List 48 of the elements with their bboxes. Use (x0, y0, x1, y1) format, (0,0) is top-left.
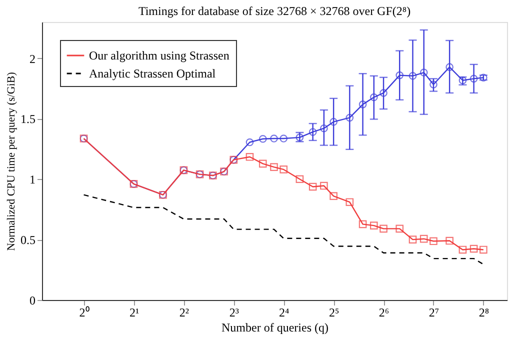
point (320, 182, 328, 190)
x-tick-label: 2² (179, 306, 190, 320)
point (408, 72, 417, 80)
point (246, 152, 254, 161)
point (470, 244, 478, 253)
y-tick-label: 0 (30, 294, 36, 308)
point (396, 71, 404, 80)
point (258, 160, 267, 168)
point (396, 224, 404, 233)
y-tick-label: 2 (30, 52, 36, 66)
point (420, 68, 428, 76)
point (370, 93, 378, 102)
x-tick-label: 2³ (229, 306, 240, 320)
x-tick-label: 2¹ (129, 306, 140, 320)
y-axis-title: Normalized CPU time per query (s/GiB) (6, 72, 18, 251)
point (346, 114, 354, 122)
point (470, 74, 478, 83)
x-tick-label: 2⁵ (328, 306, 340, 320)
point (308, 182, 317, 191)
point (258, 134, 267, 143)
legend-label: Our algorithm using Strassen (89, 48, 230, 62)
point (346, 198, 354, 206)
y-tick-label: 0.5 (20, 233, 36, 248)
point (446, 63, 454, 71)
point (296, 134, 304, 142)
point (270, 134, 278, 142)
point (408, 236, 417, 244)
chart-title: Timings for database of size 32768 × 32768 over GF(2⁸) (138, 4, 411, 18)
point (296, 175, 304, 184)
point (320, 124, 328, 132)
point (446, 236, 454, 245)
legend-label: Analytic Strassen Optimal (89, 66, 216, 80)
x-axis-title: Number of queries (q) (222, 320, 328, 334)
point (420, 234, 428, 243)
point (358, 220, 367, 228)
y-tick-label: 1.5 (20, 112, 36, 126)
point (308, 128, 317, 136)
point (370, 222, 378, 230)
x-tick-label: 2⁰ (79, 306, 90, 320)
x-tick-label: 2⁴ (279, 306, 290, 320)
point (358, 100, 367, 108)
x-tick-label: 2⁷ (428, 306, 440, 320)
x-tick-label: 2⁶ (378, 306, 390, 320)
point (458, 246, 467, 254)
point (270, 163, 278, 171)
x-tick-label: 2⁸ (478, 306, 490, 320)
y-tick-label: 1 (30, 172, 36, 187)
point (246, 138, 254, 146)
